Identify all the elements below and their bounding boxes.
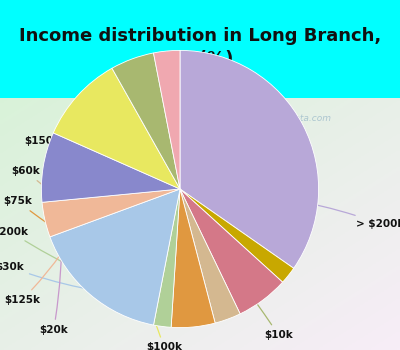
Wedge shape	[42, 133, 180, 202]
Wedge shape	[42, 189, 180, 237]
Text: $200k: $200k	[0, 226, 162, 308]
Wedge shape	[112, 53, 180, 189]
Text: Income distribution in Long Branch,
VA (%): Income distribution in Long Branch, VA (…	[19, 27, 381, 68]
Wedge shape	[154, 50, 180, 189]
Wedge shape	[171, 189, 215, 328]
Wedge shape	[180, 189, 283, 314]
Text: $125k: $125k	[4, 253, 62, 304]
Wedge shape	[50, 189, 180, 325]
Text: $20k: $20k	[39, 225, 68, 335]
Text: $50k: $50k	[186, 100, 272, 279]
Wedge shape	[53, 68, 180, 189]
Text: > $200k: > $200k	[289, 199, 400, 229]
Text: $10k: $10k	[140, 165, 293, 340]
Text: All residents: All residents	[153, 73, 247, 86]
Text: $75k: $75k	[3, 196, 189, 308]
Text: $60k: $60k	[11, 166, 219, 304]
Text: City-Data.com: City-Data.com	[268, 114, 332, 122]
Wedge shape	[180, 50, 318, 268]
Text: $150k: $150k	[24, 136, 249, 293]
Wedge shape	[180, 189, 240, 323]
Text: $100k: $100k	[92, 186, 182, 350]
Wedge shape	[180, 189, 294, 282]
Wedge shape	[154, 189, 180, 327]
Text: $30k: $30k	[0, 262, 100, 291]
